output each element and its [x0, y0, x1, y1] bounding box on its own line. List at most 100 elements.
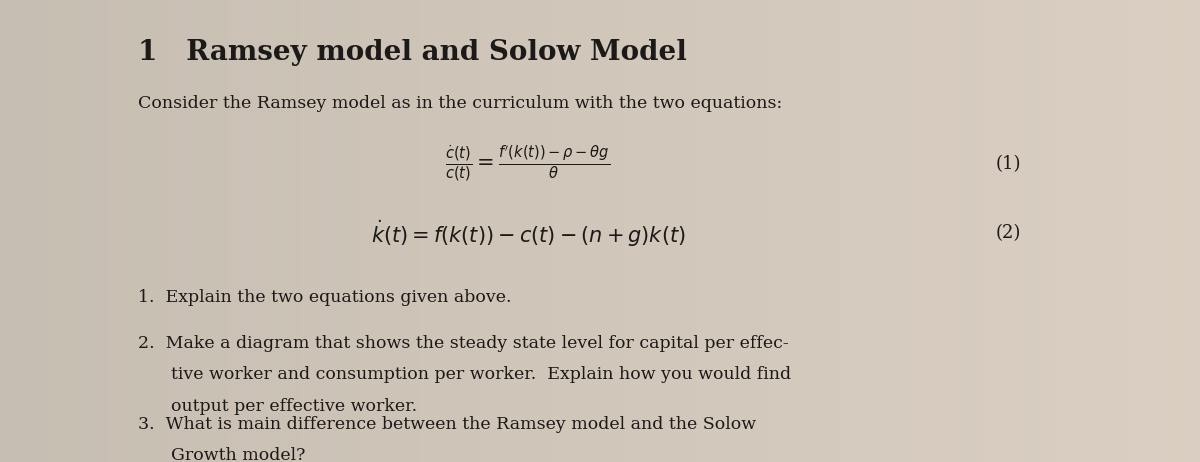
Bar	[84, 0, 96, 462]
Bar	[720, 0, 732, 462]
Bar	[96, 0, 108, 462]
Bar	[1128, 0, 1140, 462]
Bar	[252, 0, 264, 462]
Bar	[504, 0, 516, 462]
Text: 2.  Make a diagram that shows the steady state level for capital per effec-: 2. Make a diagram that shows the steady …	[138, 335, 788, 352]
Bar	[600, 0, 612, 462]
Bar	[708, 0, 720, 462]
Bar	[780, 0, 792, 462]
Text: $\dot{k}(t) = f(k(t)) - c(t) - (n + g)k(t)$: $\dot{k}(t) = f(k(t)) - c(t) - (n + g)k(…	[371, 218, 685, 249]
Bar	[636, 0, 648, 462]
Bar	[0, 0, 12, 462]
Bar	[1032, 0, 1044, 462]
Bar	[804, 0, 816, 462]
Bar	[936, 0, 948, 462]
Text: 3.  What is main difference between the Ramsey model and the Solow: 3. What is main difference between the R…	[138, 416, 756, 433]
Bar	[1092, 0, 1104, 462]
Bar	[48, 0, 60, 462]
Bar	[276, 0, 288, 462]
Bar	[1188, 0, 1200, 462]
Bar	[732, 0, 744, 462]
Bar	[216, 0, 228, 462]
Bar	[468, 0, 480, 462]
Bar	[792, 0, 804, 462]
Bar	[840, 0, 852, 462]
Bar	[156, 0, 168, 462]
Text: 1.  Explain the two equations given above.: 1. Explain the two equations given above…	[138, 289, 511, 306]
Bar	[1020, 0, 1032, 462]
Bar	[828, 0, 840, 462]
Bar	[120, 0, 132, 462]
Bar	[588, 0, 600, 462]
Text: $\frac{\dot{c}(t)}{c(t)} = \frac{f'(k(t)) - \rho - \theta g}{\theta}$: $\frac{\dot{c}(t)}{c(t)} = \frac{f'(k(t)…	[445, 144, 611, 184]
Bar	[372, 0, 384, 462]
Bar	[948, 0, 960, 462]
Bar	[144, 0, 156, 462]
Bar	[756, 0, 768, 462]
Bar	[648, 0, 660, 462]
Bar	[1176, 0, 1188, 462]
Bar	[312, 0, 324, 462]
Bar	[240, 0, 252, 462]
Bar	[900, 0, 912, 462]
Text: Consider the Ramsey model as in the curriculum with the two equations:: Consider the Ramsey model as in the curr…	[138, 95, 782, 112]
Bar	[972, 0, 984, 462]
Bar	[384, 0, 396, 462]
Bar	[1080, 0, 1092, 462]
Bar	[1068, 0, 1080, 462]
Bar	[528, 0, 540, 462]
Bar	[576, 0, 588, 462]
Bar	[324, 0, 336, 462]
Bar	[984, 0, 996, 462]
Bar	[456, 0, 468, 462]
Bar	[516, 0, 528, 462]
Bar	[888, 0, 900, 462]
Bar	[1044, 0, 1056, 462]
Bar	[132, 0, 144, 462]
Bar	[1152, 0, 1164, 462]
Bar	[864, 0, 876, 462]
Bar	[852, 0, 864, 462]
Bar	[480, 0, 492, 462]
Bar	[420, 0, 432, 462]
Bar	[552, 0, 564, 462]
Bar	[876, 0, 888, 462]
Text: (1): (1)	[995, 155, 1021, 173]
Bar	[492, 0, 504, 462]
Bar	[264, 0, 276, 462]
Bar	[996, 0, 1008, 462]
Bar	[960, 0, 972, 462]
Bar	[12, 0, 24, 462]
Bar	[72, 0, 84, 462]
Bar	[300, 0, 312, 462]
Bar	[1116, 0, 1128, 462]
Bar	[744, 0, 756, 462]
Bar	[1008, 0, 1020, 462]
Bar	[444, 0, 456, 462]
Bar	[684, 0, 696, 462]
Text: tive worker and consumption per worker.  Explain how you would find: tive worker and consumption per worker. …	[138, 366, 791, 383]
Bar	[60, 0, 72, 462]
Bar	[408, 0, 420, 462]
Bar	[204, 0, 216, 462]
Bar	[180, 0, 192, 462]
Bar	[924, 0, 936, 462]
Bar	[768, 0, 780, 462]
Bar	[108, 0, 120, 462]
Bar	[288, 0, 300, 462]
Bar	[672, 0, 684, 462]
Bar	[612, 0, 624, 462]
Bar	[912, 0, 924, 462]
Bar	[24, 0, 36, 462]
Bar	[360, 0, 372, 462]
Bar	[192, 0, 204, 462]
Bar	[624, 0, 636, 462]
Bar	[36, 0, 48, 462]
Text: output per effective worker.: output per effective worker.	[138, 398, 418, 415]
Bar	[336, 0, 348, 462]
Bar	[228, 0, 240, 462]
Bar	[540, 0, 552, 462]
Bar	[396, 0, 408, 462]
Bar	[816, 0, 828, 462]
Bar	[564, 0, 576, 462]
